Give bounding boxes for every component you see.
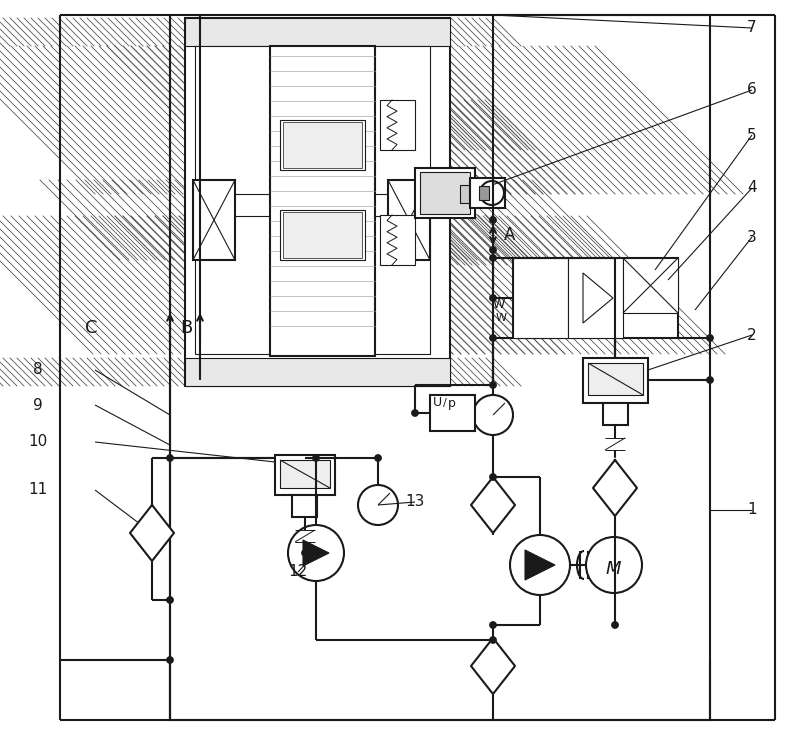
Circle shape	[166, 596, 174, 604]
Polygon shape	[593, 460, 637, 516]
Text: C: C	[85, 319, 98, 337]
Circle shape	[490, 295, 497, 301]
Text: W: W	[496, 313, 507, 323]
Text: 8: 8	[33, 363, 43, 377]
Polygon shape	[471, 638, 515, 694]
Text: p: p	[448, 396, 456, 409]
Bar	[283, 122, 362, 168]
Text: 9: 9	[33, 398, 43, 412]
Polygon shape	[525, 550, 555, 580]
Circle shape	[490, 621, 497, 629]
Bar	[568, 258, 623, 338]
Bar	[420, 172, 470, 214]
Bar	[185, 18, 450, 386]
Polygon shape	[130, 505, 174, 561]
Bar	[185, 18, 450, 46]
Text: 2: 2	[747, 327, 757, 343]
Bar	[623, 258, 678, 313]
Bar	[588, 363, 643, 395]
Text: 5: 5	[747, 127, 757, 143]
Bar	[275, 455, 335, 495]
Polygon shape	[583, 273, 613, 323]
Circle shape	[490, 246, 497, 254]
Circle shape	[358, 485, 398, 525]
Circle shape	[490, 254, 497, 262]
Bar	[380, 100, 415, 150]
Circle shape	[490, 637, 497, 643]
Circle shape	[166, 656, 174, 664]
Text: 10: 10	[28, 434, 48, 450]
Bar	[270, 46, 375, 356]
Circle shape	[490, 474, 497, 480]
Bar	[185, 358, 450, 386]
Circle shape	[374, 455, 382, 461]
Bar	[280, 460, 330, 488]
Text: 7: 7	[747, 20, 757, 36]
Polygon shape	[303, 540, 329, 566]
Circle shape	[288, 525, 344, 581]
Bar	[513, 258, 568, 338]
Bar	[195, 46, 270, 194]
Bar	[583, 358, 648, 403]
Bar	[283, 212, 362, 258]
Circle shape	[490, 382, 497, 388]
Bar	[195, 216, 270, 354]
Text: 1: 1	[747, 502, 757, 518]
Circle shape	[473, 395, 513, 435]
Bar	[292, 495, 317, 517]
Bar	[185, 358, 450, 386]
Bar	[380, 100, 415, 150]
Bar	[460, 185, 472, 203]
Bar	[380, 215, 415, 265]
Bar	[185, 18, 450, 46]
Bar	[479, 186, 489, 200]
Polygon shape	[471, 477, 515, 533]
Circle shape	[166, 455, 174, 461]
Text: A: A	[504, 226, 515, 244]
Circle shape	[510, 535, 570, 595]
Bar	[193, 180, 235, 260]
Circle shape	[706, 335, 714, 341]
Text: 3: 3	[747, 230, 757, 244]
Circle shape	[490, 335, 497, 341]
Text: 13: 13	[406, 494, 425, 510]
Bar	[470, 178, 505, 208]
Circle shape	[706, 376, 714, 384]
Bar	[380, 215, 415, 265]
Text: B: B	[180, 319, 192, 337]
Circle shape	[411, 409, 418, 417]
Text: U: U	[433, 396, 442, 409]
Text: 12: 12	[288, 564, 308, 580]
Circle shape	[480, 181, 504, 205]
Bar	[430, 395, 475, 431]
Circle shape	[611, 621, 618, 629]
Bar	[355, 46, 430, 194]
Bar	[388, 180, 430, 260]
Bar	[280, 120, 365, 170]
Bar	[603, 403, 628, 425]
Bar	[415, 168, 475, 218]
Bar	[388, 180, 430, 260]
Bar	[195, 216, 270, 354]
Text: 11: 11	[28, 482, 48, 498]
Circle shape	[313, 455, 319, 461]
Bar	[355, 216, 430, 354]
Bar	[355, 46, 430, 194]
Bar	[193, 180, 235, 260]
Bar	[355, 216, 430, 354]
Circle shape	[490, 216, 497, 224]
Text: 6: 6	[747, 83, 757, 97]
Text: 4: 4	[747, 181, 757, 195]
Bar	[280, 210, 365, 260]
Bar	[513, 258, 678, 338]
Text: W: W	[493, 298, 506, 311]
Circle shape	[586, 537, 642, 593]
Text: /: /	[443, 398, 446, 408]
Text: M: M	[606, 560, 622, 578]
Bar	[195, 46, 270, 194]
Circle shape	[302, 550, 309, 556]
